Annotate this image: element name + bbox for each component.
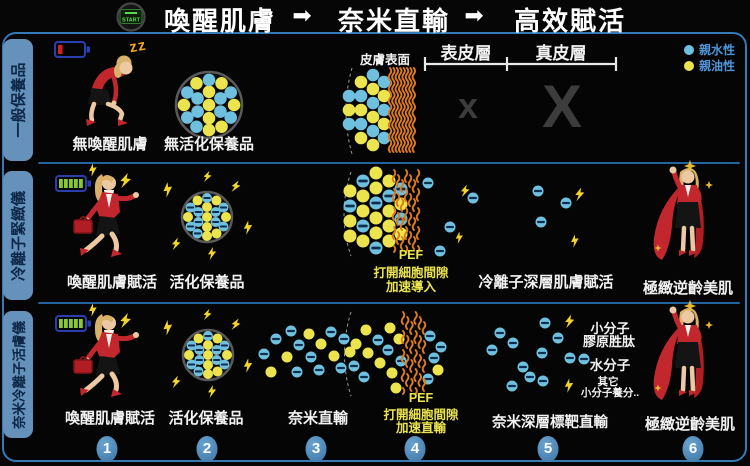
- step-number-2: 2: [196, 436, 218, 462]
- cold-ion-particles: [422, 177, 585, 257]
- row3-pef-title: PEF: [408, 391, 434, 405]
- skin-surface-label: 皮膚表面: [359, 53, 411, 67]
- lipophilic-dot-icon: [684, 60, 694, 71]
- row3-pef-line2: 打開細胞間隙: [383, 408, 459, 422]
- step-number-5: 5: [537, 436, 559, 462]
- epidermis-label: 表皮層: [440, 44, 492, 63]
- device-start-label: START: [122, 18, 141, 24]
- legend-lipophilic: 親油性: [684, 57, 735, 74]
- blocked-epidermis-x: x: [457, 85, 479, 126]
- step-number-3: 3: [305, 436, 327, 462]
- arrow-right-icon: ➡: [464, 2, 484, 28]
- tab-general-skincare: 一般保養品: [3, 39, 33, 161]
- step-number-6: 6: [682, 436, 704, 462]
- legend-label: 親油性: [699, 59, 736, 73]
- skin-surface-diagram-row3: [344, 311, 447, 397]
- superwoman-figure: [653, 300, 713, 400]
- header-step-3: 高效賦活: [513, 6, 627, 36]
- row3-pef-line3: 加速直輸: [395, 421, 447, 435]
- annotation-water-molecule: 水分子: [589, 358, 631, 373]
- row2-person-label: 喚醒肌膚賦活: [66, 274, 158, 291]
- annotation-collagen-peptide: 膠原胜肽: [582, 334, 636, 349]
- battery-full-icon: [55, 175, 91, 192]
- step-number-4: 4: [404, 436, 426, 462]
- row3-person-label: 喚醒肌膚賦活: [64, 410, 156, 427]
- row1-product-label: 無活化保養品: [163, 136, 255, 153]
- annotation-other-nutrients: 小分子養分..: [580, 387, 640, 399]
- tab-label: 冷離子緊緻儀: [10, 190, 28, 281]
- legend-label: 親水性: [699, 43, 736, 57]
- skin-surface-diagram-row2: [343, 166, 421, 257]
- device-start-icon: START: [116, 2, 146, 32]
- tab-nano-cold-ion-device: 奈米冷離子活膚儀: [3, 311, 33, 438]
- tab-label: 奈米冷離子活膚儀: [12, 320, 27, 429]
- tired-woman-figure: [86, 55, 133, 126]
- lightning-bolt-icons: [89, 163, 253, 398]
- header-step-1: 喚醒肌膚: [163, 6, 277, 36]
- annotation-other: 其它: [597, 376, 619, 388]
- row2-deep-label: 冷離子深層肌膚賦活: [478, 274, 614, 291]
- energized-woman-figure: [73, 314, 139, 397]
- superwoman-figure: [653, 160, 713, 260]
- battery-low-icon: [54, 41, 90, 58]
- nano-particles-field: [258, 325, 356, 378]
- row3-nano-label: 奈米直輸: [287, 410, 349, 427]
- sleep-zz-icon: zz: [128, 36, 148, 57]
- row-separator: [38, 162, 740, 164]
- header-step-2: 奈米直輸: [337, 6, 451, 36]
- row2-product-label: 活化保養品: [169, 274, 245, 291]
- annotation-small-molecule: 小分子: [590, 321, 630, 336]
- row1-person-label: 無喚醒肌膚: [72, 136, 148, 153]
- product-cluster-plain-icon: [174, 70, 244, 140]
- row3-result-label: 極緻逆齡美肌: [644, 416, 736, 433]
- nano-ion-particles: [486, 314, 590, 393]
- arrow-right-icon: ➡: [292, 2, 312, 28]
- row3-deep-label: 奈米深層標靶直輸: [492, 415, 608, 431]
- row-separator: [38, 302, 740, 304]
- product-cluster-activated-icon: [180, 190, 234, 244]
- battery-full-icon: [55, 315, 91, 332]
- hydrophilic-dot-icon: [684, 44, 694, 55]
- row2-pef-line2: 打開細胞間隙: [373, 266, 449, 280]
- tab-label: 一般保養品: [10, 62, 28, 138]
- blocked-dermis-x: X: [541, 73, 583, 140]
- energized-woman-figure: [73, 174, 139, 257]
- row3-product-label: 活化保養品: [168, 410, 244, 427]
- tab-cold-ion-device: 冷離子緊緻儀: [3, 171, 33, 300]
- step-number-1: 1: [96, 436, 118, 462]
- dermis-label: 真皮層: [535, 44, 587, 63]
- skin-surface-diagram-row1: [342, 67, 417, 155]
- product-cluster-activated-icon: [181, 328, 235, 382]
- row2-result-label: 極緻逆齡美肌: [642, 280, 734, 297]
- row2-pef-line3: 加速導入: [385, 280, 437, 294]
- row2-pef-title: PEF: [398, 248, 424, 262]
- skin-layer-ruler: [423, 57, 618, 71]
- legend-hydrophilic: 親水性: [684, 41, 735, 58]
